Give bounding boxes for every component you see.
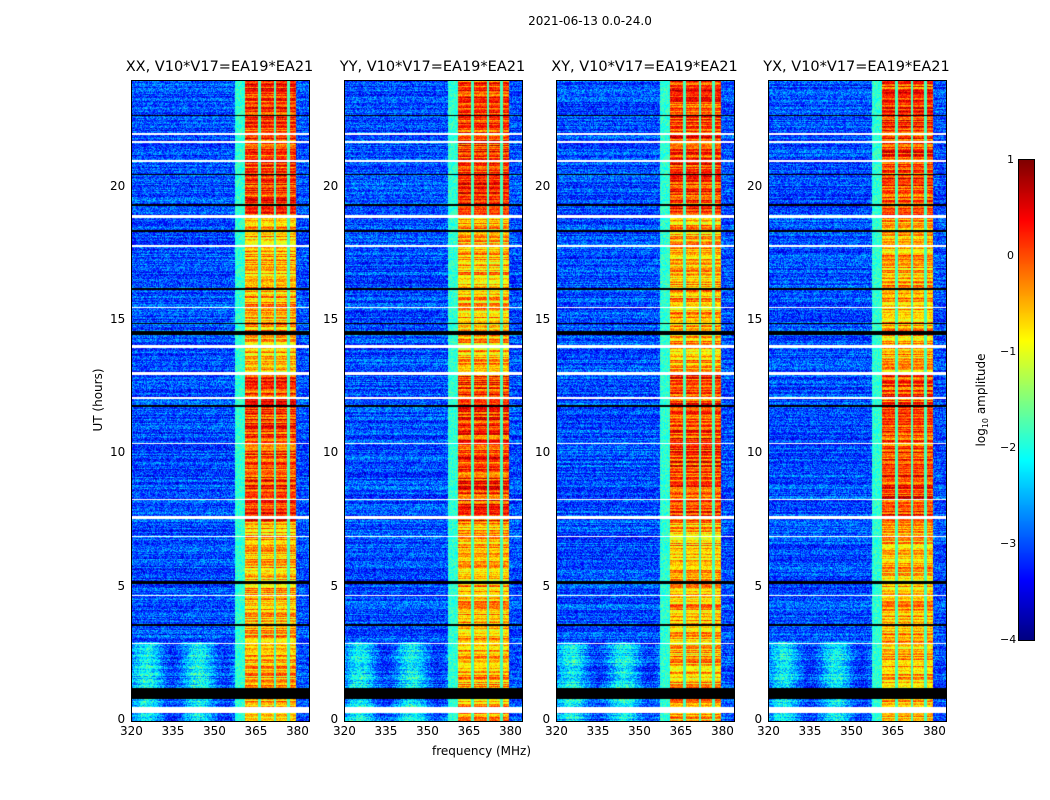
y-tick-label: 5	[754, 578, 763, 593]
colorbar-tick-label: −3	[1000, 537, 1017, 550]
x-tick-label: 380	[710, 724, 734, 738]
colorbar-tick-label: −4	[1000, 633, 1017, 646]
colorbar-label: log10 amplitude	[973, 353, 991, 447]
colorbar-tick-label: 0	[1007, 249, 1014, 262]
y-tick-label: 0	[542, 712, 551, 726]
y-tick-label: 0	[754, 712, 763, 726]
y-tick-label: 15	[110, 312, 126, 326]
spectrogram-panel	[556, 80, 735, 722]
x-tick-label: 350	[627, 724, 651, 738]
colorbar-tick-label: 1	[1007, 153, 1014, 166]
y-tick-label: 0	[330, 712, 339, 726]
x-tick-label: 380	[922, 724, 946, 738]
y-tick-label: 5	[117, 578, 126, 593]
x-tick-label: 365	[669, 724, 693, 738]
y-tick-label: 10	[535, 445, 551, 460]
x-tick-label: 335	[161, 724, 185, 738]
y-tick-label: 15	[323, 312, 339, 326]
x-tick-label: 320	[757, 724, 780, 738]
spectrogram-panel	[768, 80, 947, 722]
panel-title: XY, V10*V17=EA19*EA21	[551, 59, 738, 75]
x-tick-label: 320	[545, 724, 568, 738]
x-tick-label: 320	[120, 724, 143, 738]
spectrogram-panel	[344, 80, 523, 722]
x-tick-label: 335	[798, 724, 822, 738]
y-axis-label: UT (hours)	[91, 368, 105, 432]
x-axis-label: frequency (MHz)	[432, 744, 532, 758]
panel-title: YX, V10*V17=EA19*EA21	[763, 59, 950, 75]
y-tick-label: 20	[747, 178, 763, 193]
y-tick-label: 10	[747, 445, 763, 460]
y-tick-label: 20	[535, 178, 551, 193]
x-tick-label: 350	[415, 724, 439, 738]
x-tick-label: 365	[457, 724, 481, 738]
y-tick-label: 0	[117, 712, 126, 726]
panel-title: XX, V10*V17=EA19*EA21	[125, 59, 314, 75]
y-tick-label: 5	[330, 578, 339, 593]
y-tick-label: 10	[323, 445, 339, 460]
x-tick-label: 365	[244, 724, 268, 738]
x-tick-label: 335	[586, 724, 610, 738]
y-tick-label: 15	[535, 312, 551, 326]
x-tick-label: 380	[498, 724, 522, 738]
x-tick-label: 350	[839, 724, 863, 738]
y-tick-label: 15	[747, 312, 763, 326]
x-tick-label: 350	[202, 724, 226, 738]
y-tick-label: 10	[110, 445, 126, 460]
panel-title: YY, V10*V17=EA19*EA21	[339, 59, 526, 75]
y-tick-label: 5	[542, 578, 551, 593]
x-tick-label: 320	[333, 724, 356, 738]
spectrogram-panel	[131, 80, 310, 722]
x-tick-label: 365	[881, 724, 905, 738]
x-tick-label: 335	[374, 724, 398, 738]
colorbar-tick-label: −2	[1000, 441, 1017, 454]
x-tick-label: 380	[285, 724, 309, 738]
y-tick-label: 20	[323, 178, 339, 193]
y-tick-label: 20	[110, 178, 126, 193]
colorbar	[1018, 159, 1035, 641]
colorbar-tick-label: −1	[1000, 345, 1017, 358]
figure-title: 2021-06-13 0.0-24.0	[528, 14, 652, 28]
